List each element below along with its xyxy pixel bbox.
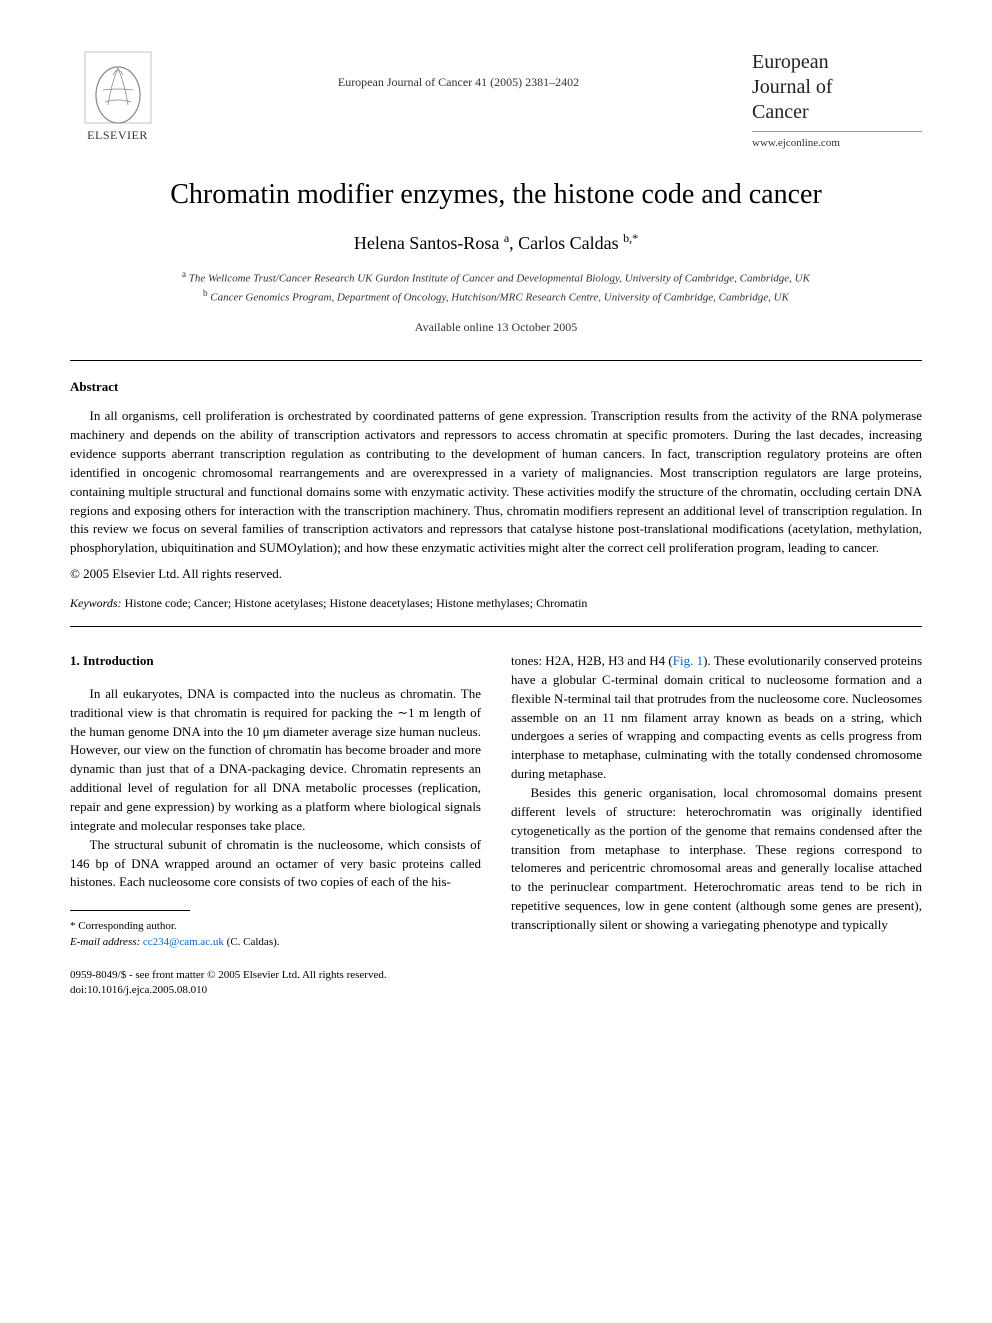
abstract-text: In all organisms, cell proliferation is … (70, 407, 922, 558)
footer-line-1: 0959-8049/$ - see front matter © 2005 El… (70, 968, 481, 983)
journal-title-line2: Journal of (752, 76, 833, 98)
publication-date: Available online 13 October 2005 (70, 320, 922, 335)
journal-title-line1: European (752, 51, 829, 73)
keywords-label: Keywords: (70, 596, 122, 610)
author-1: Helena Santos-Rosa (354, 233, 504, 253)
right-column: tones: H2A, H2B, H3 and H4 (Fig. 1). The… (511, 652, 922, 998)
two-column-body: 1. Introduction In all eukaryotes, DNA i… (70, 652, 922, 998)
affiliations: a The Wellcome Trust/Cancer Research UK … (70, 268, 922, 306)
author-2-sup: b,* (623, 231, 638, 245)
journal-url[interactable]: www.ejconline.com (752, 137, 922, 149)
divider (70, 360, 922, 361)
body-paragraph: tones: H2A, H2B, H3 and H4 (Fig. 1). The… (511, 652, 922, 784)
left-column: 1. Introduction In all eukaryotes, DNA i… (70, 652, 481, 998)
authors: Helena Santos-Rosa a, Carlos Caldas b,* (70, 231, 922, 254)
footnote: * Corresponding author. E-mail address: … (70, 919, 481, 950)
email-address[interactable]: cc234@cam.ac.uk (140, 936, 226, 948)
article-title: Chromatin modifier enzymes, the histone … (70, 179, 922, 211)
email-label: E-mail address: (70, 936, 140, 948)
footnote-divider (70, 910, 190, 911)
divider (70, 626, 922, 627)
section-heading: 1. Introduction (70, 652, 481, 671)
header-row: ELSEVIER European Journal of Cancer 41 (… (70, 50, 922, 149)
footer-section: 0959-8049/$ - see front matter © 2005 El… (70, 968, 481, 998)
body-paragraph: In all eukaryotes, DNA is compacted into… (70, 685, 481, 836)
email-name: (C. Caldas). (227, 936, 280, 948)
affiliation-a: The Wellcome Trust/Cancer Research UK Gu… (186, 273, 810, 285)
footer-line-2: doi:10.1016/j.ejca.2005.08.010 (70, 983, 481, 998)
keywords-text: Histone code; Cancer; Histone acetylases… (122, 596, 588, 610)
journal-title: European Journal of Cancer (752, 50, 922, 132)
figure-reference[interactable]: Fig. 1 (673, 653, 703, 668)
citation: European Journal of Cancer 41 (2005) 238… (165, 50, 752, 90)
text-span: tones: H2A, H2B, H3 and H4 ( (511, 653, 673, 668)
journal-title-line3: Cancer (752, 101, 809, 123)
corresponding-author: * Corresponding author. (70, 919, 481, 934)
email-line: E-mail address: cc234@cam.ac.uk (C. Cald… (70, 935, 481, 950)
affiliation-b: Cancer Genomics Program, Department of O… (208, 292, 789, 304)
elsevier-logo (83, 50, 153, 125)
publisher-block: ELSEVIER (70, 50, 165, 143)
text-span: ). These evolutionarily conserved protei… (511, 653, 922, 781)
publisher-name: ELSEVIER (87, 128, 148, 143)
abstract-heading: Abstract (70, 379, 922, 395)
journal-block: European Journal of Cancer www.ejconline… (752, 50, 922, 149)
copyright: © 2005 Elsevier Ltd. All rights reserved… (70, 566, 922, 582)
body-paragraph: Besides this generic organisation, local… (511, 784, 922, 935)
keywords-line: Keywords: Histone code; Cancer; Histone … (70, 596, 922, 611)
body-paragraph: The structural subunit of chromatin is t… (70, 836, 481, 893)
author-separator: , Carlos Caldas (509, 233, 623, 253)
